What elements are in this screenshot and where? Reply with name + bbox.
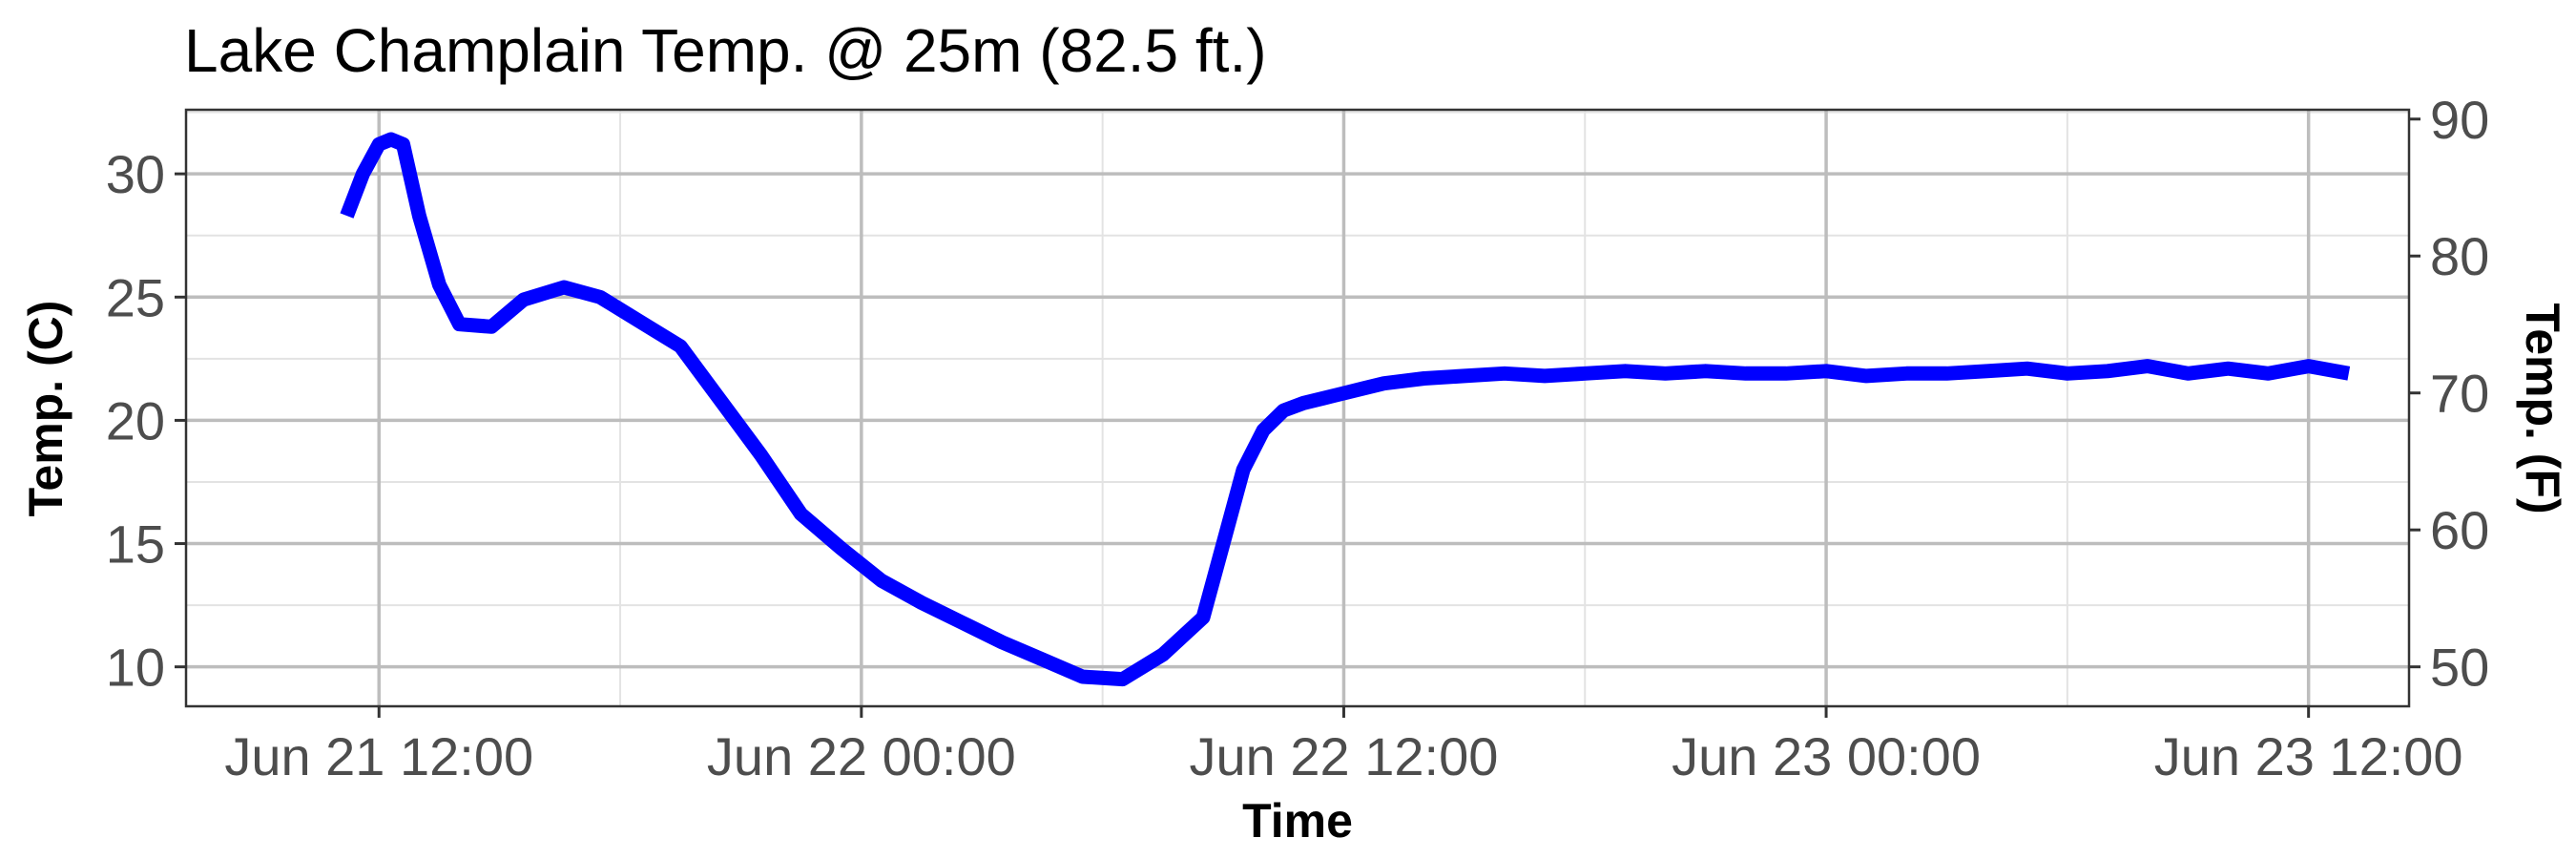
y-tick-label-right: 70: [2430, 364, 2489, 424]
x-tick-label: Jun 22 12:00: [1190, 726, 1499, 786]
temperature-series-line: [340, 132, 2351, 687]
y-tick-label-right: 80: [2430, 226, 2489, 286]
x-axis-title: Time: [1242, 794, 1353, 848]
y-axis-title-left: Temp. (C): [19, 301, 73, 517]
y-tick-label-left: 25: [106, 267, 165, 327]
plot-area: [340, 132, 2351, 687]
x-tick-label: Jun 23 00:00: [1672, 726, 1981, 786]
x-tick-label: Jun 23 12:00: [2154, 726, 2463, 786]
panel-border: [184, 108, 2411, 708]
y-tick-label-left: 30: [106, 144, 165, 204]
y-tick-label-left: 20: [106, 390, 165, 450]
grid: [186, 110, 2409, 706]
y-tick-label-left: 15: [106, 514, 165, 575]
y-axis-title-right: Temp. (F): [2516, 303, 2569, 513]
x-tick-label: Jun 21 12:00: [224, 726, 533, 786]
y-tick-label-right: 60: [2430, 500, 2489, 560]
axes: Jun 21 12:00 Jun 22 00:00 Jun 22 12:00 Jun …: [106, 90, 2490, 786]
y-tick-label-right: 50: [2430, 638, 2489, 698]
chart-title: Lake Champlain Temp. @ 25m (82.5 ft.): [184, 16, 1267, 85]
y-tick-label-right: 90: [2430, 90, 2489, 150]
x-tick-label: Jun 22 00:00: [707, 726, 1016, 786]
y-tick-label-left: 10: [106, 638, 165, 698]
